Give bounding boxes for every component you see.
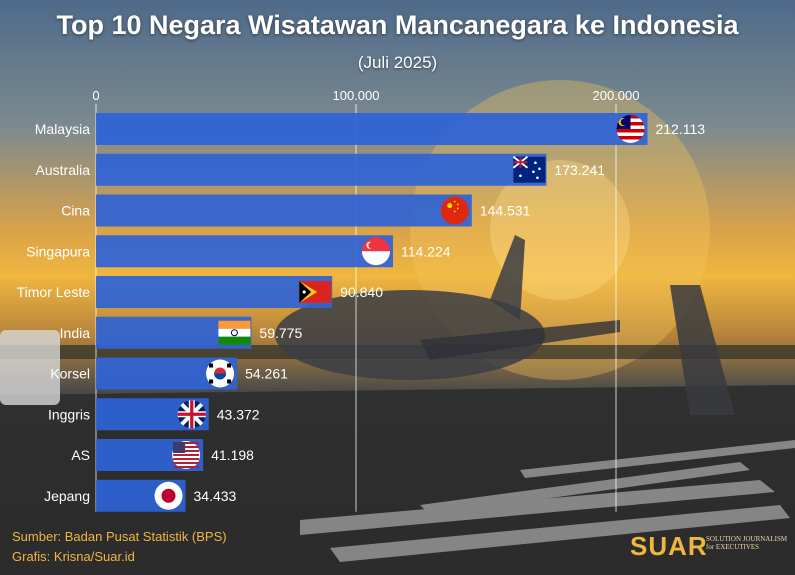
suar-tagline: SOLUTION JOURNALISM for EXECUTIVES	[706, 535, 791, 551]
x-tick-label: 0	[92, 88, 99, 103]
bar	[96, 153, 547, 186]
data-label: 212.113	[655, 121, 705, 137]
graphics-credit: Grafis: Krisna/Suar.id	[12, 549, 135, 564]
category-label: Malaysia	[35, 121, 90, 137]
bar-row: Australia 173.241	[36, 153, 605, 186]
south-korea-flag-icon	[206, 359, 235, 388]
bar-row: Timor Leste 90.840	[17, 276, 383, 308]
x-tick-label: 100.000	[333, 88, 380, 103]
suar-logo: SUAR	[630, 531, 708, 561]
data-label: 59.775	[259, 325, 302, 341]
data-label: 144.531	[480, 203, 531, 219]
bar-row: AS 41.198	[71, 439, 254, 471]
japan-flag-icon	[154, 481, 183, 510]
bar-row: Inggris 43.372	[48, 398, 260, 431]
data-label: 90.840	[340, 284, 383, 300]
singapore-flag-icon	[361, 237, 390, 266]
data-label: 54.261	[245, 366, 288, 382]
bar-row: India 59.775	[60, 316, 302, 349]
data-label: 34.433	[194, 488, 237, 504]
category-label: AS	[71, 447, 90, 463]
bar	[96, 113, 648, 145]
category-label: Cina	[61, 203, 90, 219]
tagline-line-2: for EXECUTIVES	[706, 543, 760, 551]
chart-title: Top 10 Negara Wisatawan Mancanegara ke I…	[56, 10, 739, 40]
malaysia-flag-icon	[616, 115, 645, 143]
category-label: Inggris	[48, 406, 90, 422]
australia-flag-icon	[512, 155, 546, 183]
bar-row: Korsel 54.261	[50, 357, 288, 390]
bar	[96, 235, 393, 268]
bar-row: Jepang 34.433	[44, 479, 237, 512]
bar-row: Malaysia 212.113	[35, 113, 705, 145]
bar-row: Cina 144.531	[61, 194, 531, 227]
bar	[96, 194, 472, 227]
data-label: 41.198	[211, 447, 254, 463]
data-label: 43.372	[217, 406, 260, 422]
category-label: Korsel	[50, 366, 90, 382]
bar-row: Singapura 114.224	[26, 235, 451, 268]
category-label: India	[60, 325, 91, 341]
category-label: Jepang	[44, 488, 90, 504]
bar	[96, 276, 333, 308]
usa-flag-icon	[172, 441, 201, 469]
india-flag-icon	[218, 320, 251, 345]
category-label: Australia	[36, 162, 91, 178]
x-tick-label: 200.000	[593, 88, 640, 103]
source-note: Sumber: Badan Pusat Statistik (BPS)	[12, 529, 227, 544]
timor-leste-flag-icon	[299, 281, 332, 303]
category-label: Timor Leste	[17, 284, 91, 300]
tagline-line-1: SOLUTION JOURNALISM	[706, 535, 788, 543]
data-label: 114.224	[401, 243, 451, 259]
data-label: 173.241	[554, 162, 605, 178]
category-label: Singapura	[26, 243, 90, 259]
china-flag-icon	[440, 196, 469, 225]
chart-subtitle: (Juli 2025)	[357, 53, 438, 72]
uk-flag-icon	[177, 400, 206, 429]
